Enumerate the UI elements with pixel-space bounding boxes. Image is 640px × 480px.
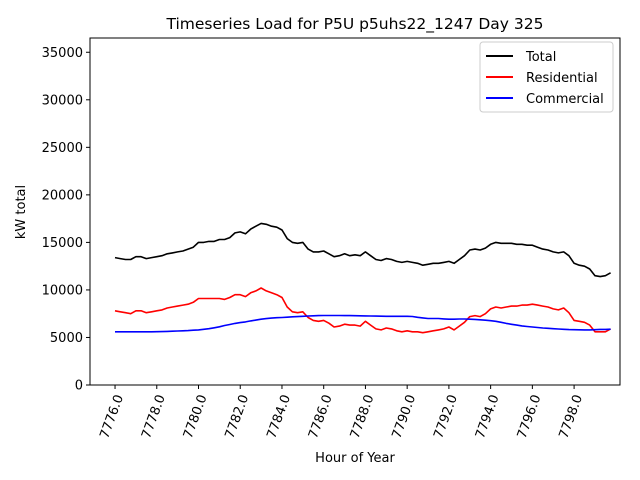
y-axis: 0 5000 10000 15000 20000 25000 30000 35000 xyxy=(42,46,90,394)
plot-lines xyxy=(114,222,611,334)
y-tick-label: 30000 xyxy=(42,93,83,108)
series-line-residential xyxy=(114,287,611,334)
y-tick-label: 10000 xyxy=(42,283,83,298)
legend-label-commercial: Commercial xyxy=(526,92,604,107)
series-line-commercial xyxy=(115,314,611,333)
legend: Total Residential Commercial xyxy=(479,41,614,113)
y-tick-label: 0 xyxy=(75,379,83,394)
y-tick-label: 35000 xyxy=(42,46,83,61)
y-tick-label: 20000 xyxy=(42,188,83,203)
plot-frame xyxy=(89,37,621,386)
series-line-total xyxy=(114,222,611,278)
x-axis-label: Hour of Year xyxy=(315,451,395,466)
y-tick-label: 15000 xyxy=(42,236,83,251)
y-tick-label: 25000 xyxy=(42,141,83,156)
y-axis-label: kW total xyxy=(14,185,29,239)
legend-box xyxy=(479,41,614,113)
legend-label-total: Total xyxy=(525,50,556,65)
y-tick-label: 5000 xyxy=(50,331,83,346)
legend-label-residential: Residential xyxy=(526,71,598,86)
chart-title: Timeseries Load for P5U p5uhs22_1247 Day… xyxy=(166,15,544,34)
